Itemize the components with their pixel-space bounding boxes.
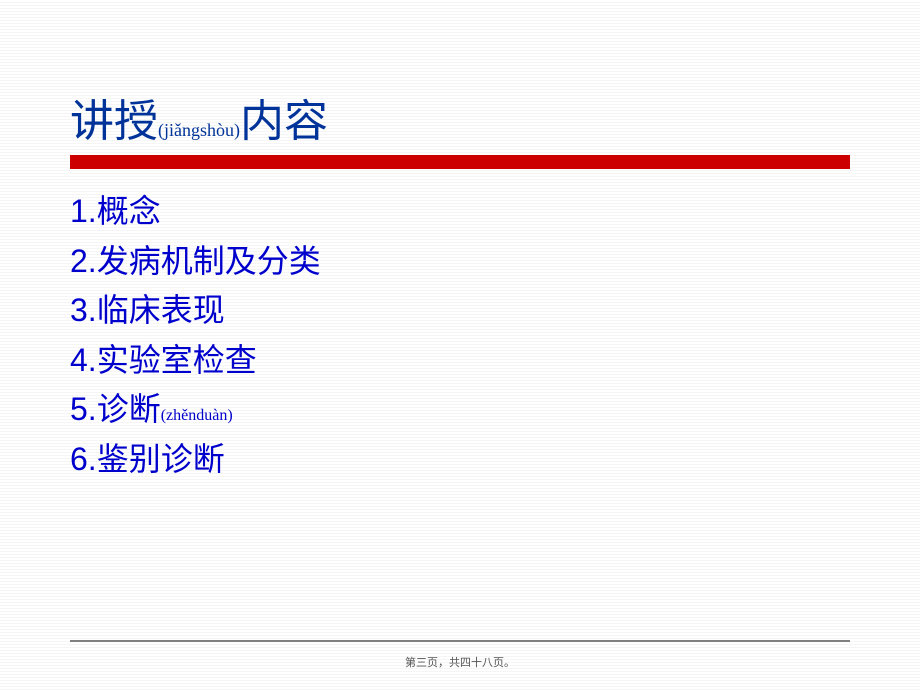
item-text: 2.发病机制及分类 [70,243,321,279]
list-item: 5.诊断(zhěnduàn) [70,385,850,435]
list-item: 2.发病机制及分类 [70,237,850,287]
item-pinyin: (zhěnduàn) [161,407,233,424]
page-number: 第三页，共四十八页。 [0,654,920,670]
slide-container: 讲授(jiǎngshòu)内容 1.概念 2.发病机制及分类 3.临床表现 4.… [0,0,920,505]
title-underline-bar [70,155,850,169]
list-item: 1.概念 [70,187,850,237]
list-item: 4.实验室检查 [70,336,850,386]
title-part2: 内容 [240,97,328,146]
item-text: 1.概念 [70,193,161,229]
list-item: 3.临床表现 [70,286,850,336]
content-list: 1.概念 2.发病机制及分类 3.临床表现 4.实验室检查 5.诊断(zhěnd… [70,187,850,485]
title-area: 讲授(jiǎngshòu)内容 [70,85,850,169]
title-pinyin: (jiǎngshòu) [158,120,240,140]
item-text: 6.鉴别诊断 [70,441,225,477]
bottom-divider [70,640,850,642]
slide-title: 讲授(jiǎngshòu)内容 [70,85,850,149]
item-text: 5.诊断 [70,391,161,427]
list-item: 6.鉴别诊断 [70,435,850,485]
item-text: 4.实验室检查 [70,342,257,378]
title-part1: 讲授 [70,97,158,146]
item-text: 3.临床表现 [70,292,225,328]
